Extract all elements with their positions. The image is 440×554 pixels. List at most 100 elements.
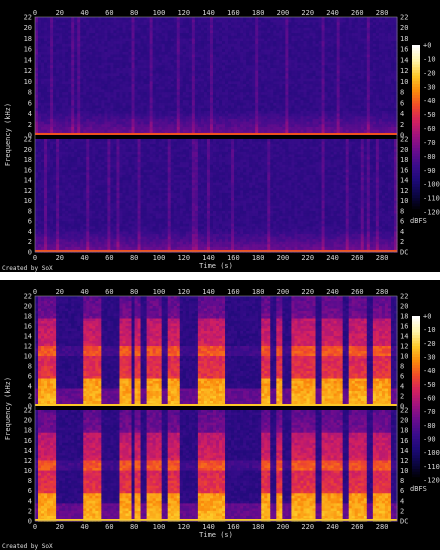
- x-tick-bottom: 60: [105, 523, 113, 531]
- y-tick-right: 22: [400, 293, 408, 301]
- y-tick-left: 22: [24, 407, 32, 415]
- x-tick-bottom: 180: [252, 254, 265, 262]
- y-tick-right: 8: [400, 363, 404, 371]
- x-tick-bottom: 60: [105, 254, 113, 262]
- x-tick-top: 200: [277, 288, 290, 296]
- credit-text: Created by SoX: [2, 543, 53, 550]
- y-tick-left: 0: [28, 403, 32, 411]
- y-tick-right: 18: [400, 427, 408, 435]
- y-tick-right: 2: [400, 393, 404, 401]
- dc-band: [35, 250, 397, 252]
- y-tick-left: 8: [28, 363, 32, 371]
- x-tick-top: 60: [105, 288, 113, 296]
- y-tick-right: 2: [400, 238, 404, 246]
- y-tick-left: 18: [24, 156, 32, 164]
- y-tick-right: 6: [400, 487, 404, 495]
- colorbar-tick: -30: [423, 354, 436, 362]
- y-tick-left: 20: [24, 24, 32, 32]
- y-tick-left: 8: [28, 477, 32, 485]
- colorbar-tick: -20: [423, 69, 436, 77]
- y-tick-right: 6: [400, 99, 404, 107]
- y-tick-right: 14: [400, 56, 408, 64]
- x-tick-bottom: 120: [177, 523, 190, 531]
- x-tick-top: 120: [177, 288, 190, 296]
- y-tick-right: 6: [400, 218, 404, 226]
- y-tick-right: 16: [400, 437, 408, 445]
- colorbar-tick: -100: [423, 449, 440, 457]
- x-tick-top: 160: [227, 288, 240, 296]
- x-tick-top: 140: [202, 288, 215, 296]
- y-tick-left: 16: [24, 323, 32, 331]
- y-tick-left: 14: [24, 56, 32, 64]
- y-tick-left: 12: [24, 457, 32, 465]
- y-tick-left: 10: [24, 78, 32, 86]
- x-tick-bottom: 40: [80, 523, 88, 531]
- y-tick-right: 10: [400, 353, 408, 361]
- y-tick-left: 10: [24, 353, 32, 361]
- colorbar-tick: -90: [423, 167, 436, 175]
- y-tick-left: 22: [24, 136, 32, 144]
- y-tick-left: 22: [24, 14, 32, 22]
- x-tick-top: 40: [80, 9, 88, 17]
- x-tick-top: 160: [227, 9, 240, 17]
- y-tick-right: 10: [400, 78, 408, 86]
- x-tick-bottom: 40: [80, 254, 88, 262]
- y-tick-right: 2: [400, 507, 404, 515]
- y-tick-left: 14: [24, 177, 32, 185]
- colorbar-tick: -30: [423, 83, 436, 91]
- top-spectrogram: 0020204040606080801001001201201401401601…: [2, 9, 440, 272]
- y-tick-right: 4: [400, 110, 404, 118]
- colorbar-tick: -50: [423, 111, 436, 119]
- y-tick-right: 8: [400, 89, 404, 97]
- y-tick-left: 4: [28, 228, 32, 236]
- x-tick-top: 20: [56, 9, 64, 17]
- x-tick-bottom: 120: [177, 254, 190, 262]
- spectrogram-channel-2: [35, 410, 398, 522]
- colorbar-tick: -70: [423, 408, 436, 416]
- y-tick-right: 14: [400, 333, 408, 341]
- y-tick-right: 8: [400, 207, 404, 215]
- y-tick-right: 0: [400, 403, 404, 411]
- y-tick-right: 10: [400, 197, 408, 205]
- y-tick-right: 0: [400, 132, 404, 140]
- y-tick-left: 10: [24, 197, 32, 205]
- x-tick-top: 120: [177, 9, 190, 17]
- dc-band: [35, 133, 397, 135]
- y-tick-right: 20: [400, 146, 408, 154]
- colorbar-tick: -20: [423, 340, 436, 348]
- x-tick-bottom: 240: [326, 523, 339, 531]
- y-tick-left: 2: [28, 507, 32, 515]
- y-tick-left: 0: [28, 132, 32, 140]
- y-axis-label: Frequency (kHz): [4, 103, 12, 166]
- y-tick-right: 6: [400, 373, 404, 381]
- y-tick-right: 22: [400, 14, 408, 22]
- x-tick-top: 80: [130, 288, 138, 296]
- x-tick-bottom: 140: [202, 254, 215, 262]
- y-tick-right: 4: [400, 383, 404, 391]
- y-tick-right: 20: [400, 24, 408, 32]
- x-tick-top: 40: [80, 288, 88, 296]
- y-tick-left: 12: [24, 67, 32, 75]
- colorbar-tick: -40: [423, 367, 436, 375]
- y-tick-right: 18: [400, 35, 408, 43]
- colorbar-tick: +0: [423, 42, 431, 50]
- x-tick-top: 0: [33, 9, 37, 17]
- colorbar-tick: -120: [423, 477, 440, 485]
- x-axis-label: Time (s): [199, 531, 233, 539]
- y-tick-right: 10: [400, 467, 408, 475]
- colorbar-tick: -80: [423, 153, 436, 161]
- x-tick-bottom: 200: [277, 523, 290, 531]
- x-tick-top: 140: [202, 9, 215, 17]
- colorbar-tick: -90: [423, 436, 436, 444]
- y-tick-right: 18: [400, 156, 408, 164]
- x-tick-top: 20: [56, 288, 64, 296]
- panel-separator: [0, 272, 440, 280]
- y-tick-right: 14: [400, 447, 408, 455]
- y-tick-left: 12: [24, 187, 32, 195]
- x-tick-top: 80: [130, 9, 138, 17]
- y-tick-left: 14: [24, 447, 32, 455]
- x-axis-label: Time (s): [199, 262, 233, 270]
- colorbar: [412, 316, 420, 481]
- y-axis-label: Frequency (kHz): [4, 377, 12, 440]
- y-tick-right: 16: [400, 323, 408, 331]
